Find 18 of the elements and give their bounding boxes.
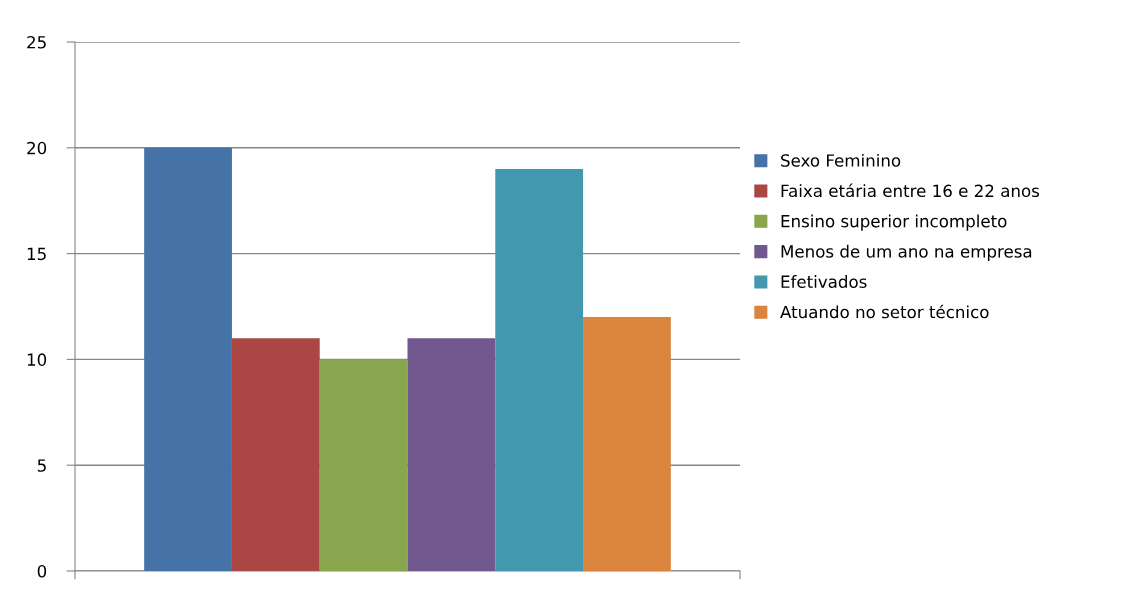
- y-tick-label: 25: [27, 35, 46, 49]
- bar: [144, 147, 232, 571]
- legend-label: Sexo Feminino: [781, 153, 901, 167]
- y-tick-label: 20: [27, 141, 47, 155]
- legend-label: Ensino superior incompleto: [781, 214, 1007, 231]
- bar: [319, 359, 408, 571]
- y-tick-label: 10: [27, 353, 47, 366]
- bar: [583, 317, 671, 571]
- legend-label: Efetivados: [781, 275, 867, 289]
- legend-label: Menos de um ano na empresa: [781, 244, 1032, 261]
- bar: [495, 168, 584, 571]
- y-tick-label: 15: [27, 247, 46, 261]
- legend-label: Faixa etária entre 16 e 22 anos: [781, 183, 1040, 198]
- y-tick-label: 5: [37, 459, 46, 472]
- bar: [231, 338, 320, 571]
- y-tick-label: 0: [37, 564, 47, 578]
- bar: [407, 338, 496, 571]
- legend-label: Atuando no setor técnico: [780, 304, 989, 319]
